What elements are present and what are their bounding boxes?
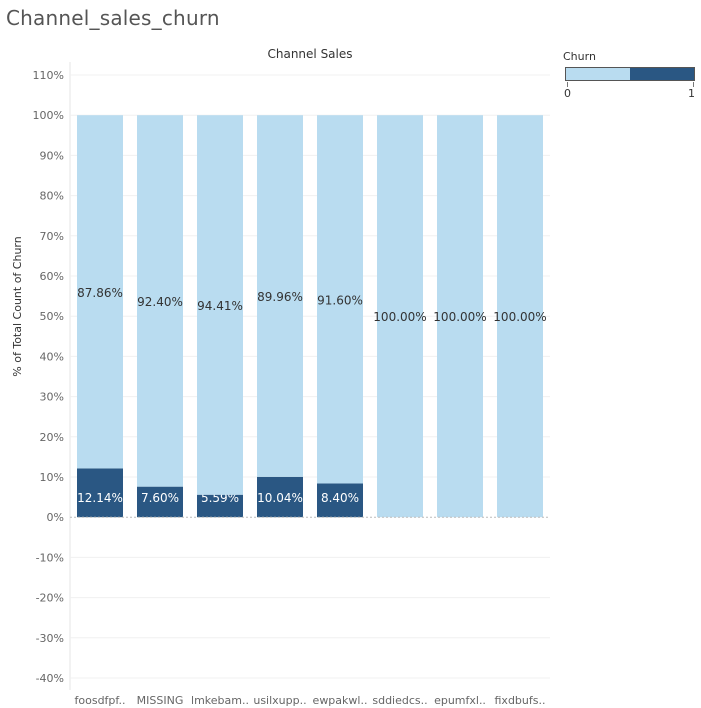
legend-title: Churn bbox=[563, 50, 596, 63]
bar-segment-churn-0 bbox=[497, 115, 543, 518]
data-label: 91.60% bbox=[317, 293, 363, 307]
y-tick-label: 10% bbox=[40, 471, 64, 484]
x-tick-label: ewpakwl.. bbox=[313, 694, 368, 707]
data-label: 94.41% bbox=[197, 299, 243, 313]
data-label: 12.14% bbox=[77, 491, 123, 505]
x-tick-label: sddiedcs.. bbox=[372, 694, 427, 707]
page-title: Channel_sales_churn bbox=[6, 6, 220, 30]
x-tick-label: epumfxl.. bbox=[434, 694, 486, 707]
bar-segment-churn-0 bbox=[317, 115, 363, 484]
legend-tick-max bbox=[693, 82, 694, 87]
bar-segment-churn-0 bbox=[377, 115, 423, 518]
y-tick-label: 40% bbox=[40, 350, 64, 363]
y-tick-label: -30% bbox=[36, 632, 64, 645]
data-label: 10.04% bbox=[257, 491, 303, 505]
y-tick-label: 20% bbox=[40, 431, 64, 444]
y-tick-label: 0% bbox=[47, 511, 64, 524]
data-label: 100.00% bbox=[433, 310, 486, 324]
y-tick-label: 110% bbox=[33, 69, 64, 82]
y-axis-title: % of Total Count of Churn bbox=[11, 236, 24, 376]
legend-swatch-1 bbox=[630, 68, 694, 80]
x-tick-label: fixdbufs.. bbox=[495, 694, 546, 707]
data-label: 100.00% bbox=[373, 310, 426, 324]
y-tick-label: 30% bbox=[40, 391, 64, 404]
bar-segment-churn-0 bbox=[437, 115, 483, 518]
y-tick-label: -20% bbox=[36, 592, 64, 605]
legend-min-label: 0 bbox=[564, 87, 571, 100]
y-tick-label: 100% bbox=[33, 109, 64, 122]
churn-color-legend[interactable] bbox=[565, 67, 695, 81]
x-tick-label: foosdfpf.. bbox=[75, 694, 126, 707]
data-label: 87.86% bbox=[77, 286, 123, 300]
y-tick-label: 90% bbox=[40, 149, 64, 162]
bar-segment-churn-0 bbox=[77, 115, 123, 469]
chart-title: Channel Sales bbox=[267, 47, 352, 61]
legend-tick-min bbox=[567, 82, 568, 87]
bar-segment-churn-0 bbox=[257, 115, 303, 477]
bar-segment-churn-1 bbox=[257, 476, 303, 518]
y-tick-label: 70% bbox=[40, 230, 64, 243]
x-tick-label: usilxupp.. bbox=[253, 694, 306, 707]
data-label: 8.40% bbox=[321, 491, 359, 505]
bar-segment-churn-1 bbox=[77, 468, 123, 518]
data-label: 92.40% bbox=[137, 295, 183, 309]
y-tick-label: -40% bbox=[36, 672, 64, 685]
data-label: 100.00% bbox=[493, 310, 546, 324]
x-tick-label: MISSING bbox=[137, 694, 184, 707]
bar-segment-churn-0 bbox=[137, 115, 183, 487]
bar-segment-churn-1 bbox=[197, 494, 243, 518]
y-tick-label: 50% bbox=[40, 310, 64, 323]
data-label: 89.96% bbox=[257, 290, 303, 304]
legend-swatch-0 bbox=[566, 68, 630, 80]
y-tick-label: 60% bbox=[40, 270, 64, 283]
legend-max-label: 1 bbox=[688, 87, 695, 100]
bar-segment-churn-1 bbox=[137, 486, 183, 518]
y-tick-label: 80% bbox=[40, 190, 64, 203]
data-label: 7.60% bbox=[141, 491, 179, 505]
y-tick-label: -10% bbox=[36, 551, 64, 564]
x-tick-label: lmkebam.. bbox=[191, 694, 249, 707]
bar-segment-churn-0 bbox=[197, 115, 243, 495]
bar-segment-churn-1 bbox=[317, 483, 363, 518]
